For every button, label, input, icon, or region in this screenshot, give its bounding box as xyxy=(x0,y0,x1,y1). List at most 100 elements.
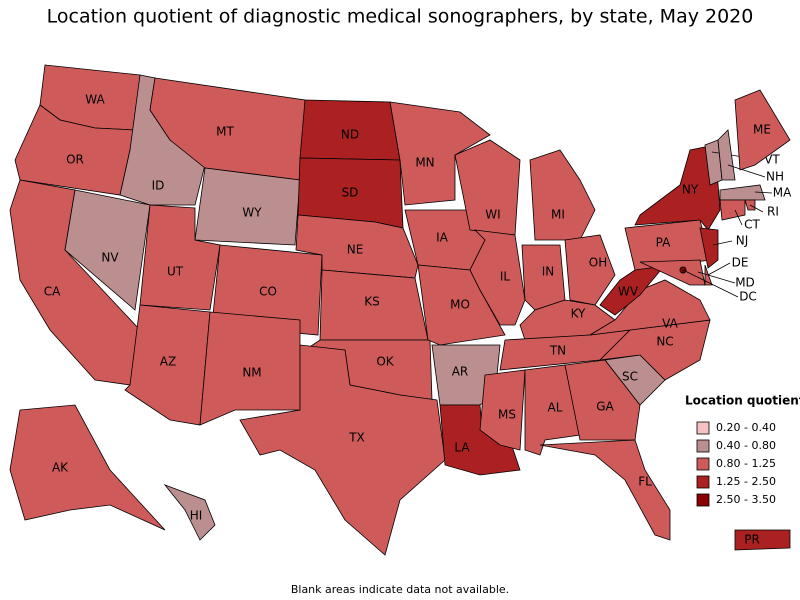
state-shape xyxy=(389,101,491,206)
state-label: SD xyxy=(342,186,359,200)
state-label: UT xyxy=(167,265,184,279)
state-label: AR xyxy=(452,365,469,379)
leader-line xyxy=(682,269,739,298)
state-shape xyxy=(564,234,616,306)
state-shape xyxy=(454,139,521,236)
state-label: NH xyxy=(766,170,784,184)
note: Blank areas indicate data not available. xyxy=(291,583,509,596)
state-label: PR xyxy=(744,533,760,547)
legend-label: 0.40 - 0.80 xyxy=(716,439,776,452)
state-shape xyxy=(734,89,791,171)
leader-line xyxy=(734,209,743,226)
state-shape xyxy=(211,244,323,336)
state-label: MT xyxy=(216,125,234,139)
state-label: RI xyxy=(767,205,779,219)
state-label: NC xyxy=(656,335,673,349)
state-label: OK xyxy=(376,355,394,369)
state-label: TN xyxy=(549,344,566,358)
state-label: CT xyxy=(744,218,760,232)
state-shape xyxy=(639,259,706,286)
state-label: MA xyxy=(773,186,792,200)
state-label: AK xyxy=(52,461,69,475)
legend-title: Location quotient xyxy=(685,394,800,408)
state-shape xyxy=(199,311,301,426)
state-shape xyxy=(239,344,446,556)
leader-line xyxy=(697,271,736,284)
state-shape xyxy=(9,404,166,531)
state-label: GA xyxy=(596,400,614,414)
leader-line xyxy=(727,164,766,178)
state-shape xyxy=(439,404,521,476)
state-label: WY xyxy=(242,206,262,220)
state-label: OH xyxy=(589,256,607,270)
state-label: MD xyxy=(735,276,755,290)
state-label: NM xyxy=(242,366,261,380)
state-label: MS xyxy=(498,408,516,422)
state-shape xyxy=(699,227,719,269)
state-shape xyxy=(469,229,526,326)
legend-swatch xyxy=(696,439,710,453)
states: WA OR CA NV ID MT WY UT CO AZ NM ND SD NE KS OK TX MN IA MO… xyxy=(9,64,792,556)
state-shape xyxy=(717,129,736,181)
state-shape xyxy=(719,184,766,201)
state-label: IL xyxy=(500,270,511,284)
leader-line xyxy=(754,191,773,194)
state-label: ID xyxy=(152,179,165,193)
legend-swatch xyxy=(696,475,710,489)
state-shape xyxy=(564,359,641,441)
state-label: AZ xyxy=(160,355,176,369)
state-label: HI xyxy=(190,509,203,523)
state-label: FL xyxy=(638,475,652,489)
state-shape xyxy=(719,199,746,221)
state-label: ME xyxy=(753,123,771,137)
state-label: PA xyxy=(656,236,671,250)
legend-label: 0.20 - 0.40 xyxy=(716,421,776,434)
state-label: KS xyxy=(364,295,380,309)
state-label: WA xyxy=(85,93,105,107)
legend: 0.20 - 0.40 0.40 - 0.80 0.80 - 1.25 1.25 - … xyxy=(696,421,776,507)
state-label: CO xyxy=(259,285,277,299)
state-label: VA xyxy=(662,317,678,331)
leader-line xyxy=(712,240,733,246)
leader-line xyxy=(749,204,764,213)
map-title: Location quotient of diagnostic medical … xyxy=(47,6,754,28)
state-label: SC xyxy=(622,370,638,384)
state-label: LA xyxy=(454,441,470,455)
state-label: MO xyxy=(450,298,470,312)
legend-swatch xyxy=(696,457,710,471)
state-shape xyxy=(634,144,721,231)
state-label: DC xyxy=(739,290,757,304)
state-label: CA xyxy=(44,285,61,299)
state-label: IA xyxy=(436,231,449,245)
state-shape xyxy=(194,167,301,246)
state-label: NY xyxy=(682,183,699,197)
state-shape xyxy=(539,439,671,541)
state-label: NE xyxy=(347,243,364,257)
state-label: AL xyxy=(548,401,563,415)
state-label: WI xyxy=(485,208,500,222)
state-label: WV xyxy=(618,285,639,299)
state-label: MI xyxy=(551,208,565,222)
legend-swatch xyxy=(696,421,710,435)
state-label: ND xyxy=(341,128,359,142)
legend-label: 0.80 - 1.25 xyxy=(716,457,776,470)
state-shape xyxy=(479,369,526,451)
legend-label: 1.25 - 2.50 xyxy=(716,475,776,488)
state-shape xyxy=(589,279,711,336)
state-label: NJ xyxy=(736,234,749,248)
leader-line xyxy=(707,262,731,276)
state-label: TX xyxy=(348,431,365,445)
state-label: DE xyxy=(732,256,749,270)
state-label: KY xyxy=(571,307,586,321)
state-label: NV xyxy=(101,251,119,265)
state-shape xyxy=(734,529,791,551)
state-label: OR xyxy=(66,153,84,167)
state-label: MN xyxy=(415,156,434,170)
legend-label: 2.50 - 3.50 xyxy=(716,493,776,506)
legend-swatch xyxy=(696,493,710,507)
state-shape xyxy=(163,484,216,541)
state-label: IN xyxy=(542,265,555,279)
state-shape xyxy=(529,149,596,241)
state-shape xyxy=(64,189,151,311)
